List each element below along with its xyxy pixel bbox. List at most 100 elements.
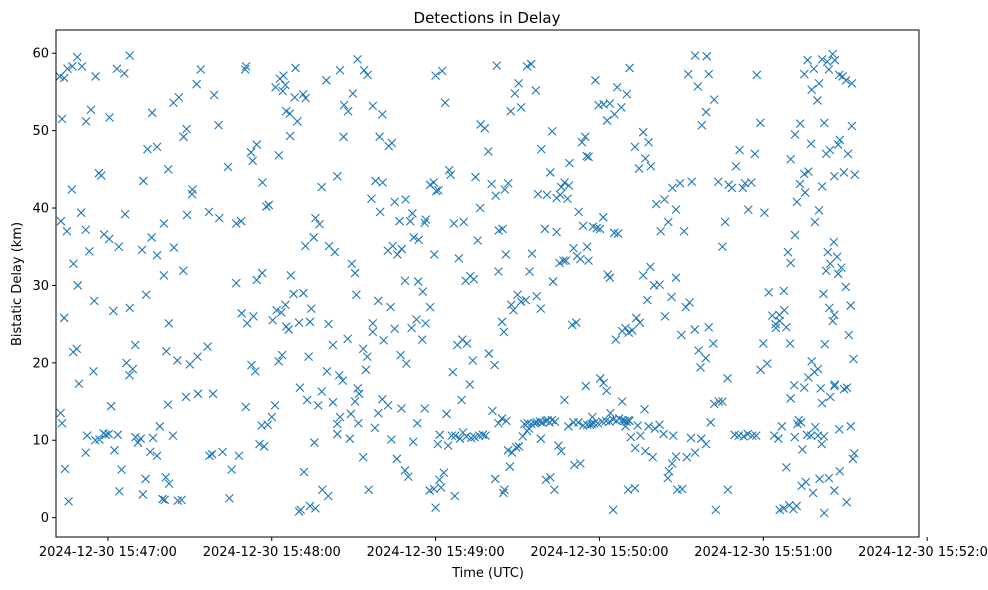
data-point [403, 472, 413, 482]
data-point [509, 305, 518, 315]
data-point [786, 394, 796, 403]
data-point [690, 448, 700, 458]
data-point [63, 64, 72, 74]
data-point [158, 494, 167, 504]
data-point [234, 451, 244, 461]
data-point [646, 161, 656, 171]
data-point [375, 207, 385, 217]
data-point [727, 183, 737, 193]
data-point [289, 289, 298, 299]
data-point [466, 433, 476, 443]
data-point [378, 178, 388, 187]
data-point [773, 434, 783, 444]
data-point [717, 242, 727, 252]
data-point [655, 420, 664, 430]
data-point [813, 364, 823, 374]
data-point [490, 474, 500, 484]
data-point [848, 454, 858, 464]
data-point [249, 312, 258, 321]
data-point [311, 213, 320, 223]
data-point [81, 225, 91, 235]
data-point [247, 360, 256, 370]
data-point [790, 130, 800, 139]
data-point [298, 89, 308, 99]
data-point [847, 79, 857, 88]
data-point [656, 226, 666, 236]
data-point [305, 317, 315, 327]
data-point [278, 86, 288, 96]
data-point [842, 383, 852, 392]
data-point [681, 302, 691, 312]
data-point [850, 170, 860, 180]
data-point [675, 178, 685, 188]
data-point [339, 132, 348, 142]
data-point [105, 113, 114, 122]
data-point [556, 182, 566, 192]
data-point [89, 296, 99, 306]
data-point [518, 431, 528, 441]
data-point [295, 383, 305, 392]
data-point [299, 288, 308, 298]
data-point [690, 325, 700, 334]
data-point [828, 316, 838, 326]
data-point [595, 373, 605, 383]
data-point [671, 273, 681, 283]
data-point [644, 421, 654, 431]
data-point [708, 339, 718, 348]
data-point [436, 483, 446, 492]
data-point [574, 418, 583, 427]
data-point [392, 454, 402, 464]
data-point [738, 183, 748, 193]
data-point [413, 277, 423, 286]
data-point [605, 99, 615, 108]
data-point [702, 51, 712, 61]
data-point [347, 259, 357, 269]
data-point [526, 419, 536, 429]
data-point [668, 183, 677, 193]
data-point [435, 430, 445, 440]
data-point [560, 178, 569, 187]
data-point [57, 114, 67, 124]
data-point [514, 79, 524, 88]
data-point [431, 186, 441, 196]
data-point [497, 317, 507, 327]
x-tick-label: 2024-12-30 15:48:00 [203, 545, 341, 560]
data-point [735, 145, 744, 155]
data-point [532, 291, 542, 301]
data-point [825, 145, 835, 155]
data-point [131, 432, 140, 442]
data-point [429, 484, 439, 494]
data-point [644, 137, 654, 147]
data-point [806, 139, 816, 149]
data-point [671, 452, 681, 461]
data-point [844, 330, 854, 340]
data-point [519, 419, 529, 429]
data-point [418, 287, 428, 297]
data-point [112, 64, 122, 74]
data-point [204, 207, 214, 217]
data-points [55, 49, 860, 518]
data-point [114, 486, 124, 496]
data-point [276, 308, 286, 317]
data-point [694, 346, 703, 355]
data-point [252, 140, 262, 149]
data-point [263, 420, 273, 430]
data-point [739, 431, 749, 441]
data-point [814, 205, 824, 215]
data-point [152, 142, 162, 152]
data-point [531, 85, 541, 95]
data-point [72, 344, 82, 354]
data-point [285, 109, 295, 118]
data-point [163, 400, 173, 410]
data-point [73, 281, 83, 290]
data-point [613, 229, 623, 238]
data-point [321, 75, 331, 85]
data-point [755, 118, 765, 128]
data-point [762, 359, 772, 369]
data-point [839, 384, 849, 394]
data-point [685, 298, 694, 307]
data-point [633, 421, 643, 430]
data-point [795, 119, 805, 129]
data-point [286, 270, 296, 280]
